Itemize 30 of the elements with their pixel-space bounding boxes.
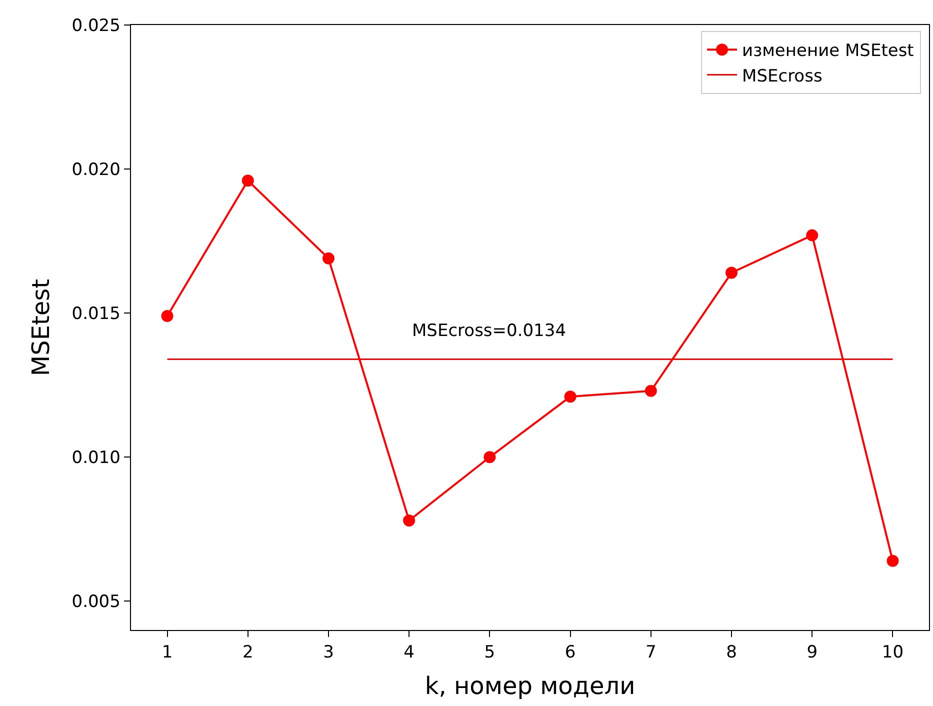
point — [322, 252, 334, 264]
x-tick-label: 6 — [564, 642, 576, 663]
y-tick-label: 0.025 — [72, 16, 120, 36]
point — [726, 266, 738, 279]
x-tick-label: 5 — [484, 642, 496, 663]
y-axis-title: MSEtest — [26, 278, 55, 376]
point — [242, 174, 254, 187]
x-tick-label: 9 — [806, 642, 818, 663]
point — [806, 229, 818, 242]
y-tick-label: 0.005 — [72, 592, 120, 612]
point — [564, 390, 576, 403]
legend-label: изменение MSEtest — [742, 41, 914, 62]
point — [644, 384, 657, 397]
y-tick-label: 0.015 — [72, 304, 120, 324]
x-tick-label: 8 — [726, 642, 737, 663]
x-tick-label: 2 — [242, 642, 254, 663]
point — [403, 514, 416, 527]
y-tick-label: 0.020 — [72, 160, 120, 180]
point — [161, 310, 174, 322]
x-tick-label: 7 — [645, 642, 656, 663]
x-axis-title: k, номер модели — [424, 672, 636, 700]
x-tick-label: 4 — [404, 642, 415, 663]
point — [886, 554, 899, 567]
x-tick-label: 1 — [162, 642, 173, 663]
y-tick-label: 0.010 — [72, 448, 120, 468]
x-tick-label: 10 — [882, 642, 904, 663]
legend-label: MSEcross — [742, 66, 822, 86]
point — [484, 451, 496, 464]
annotation: MSEcross=0.0134 — [412, 321, 566, 341]
x-tick-label: 3 — [323, 642, 334, 663]
